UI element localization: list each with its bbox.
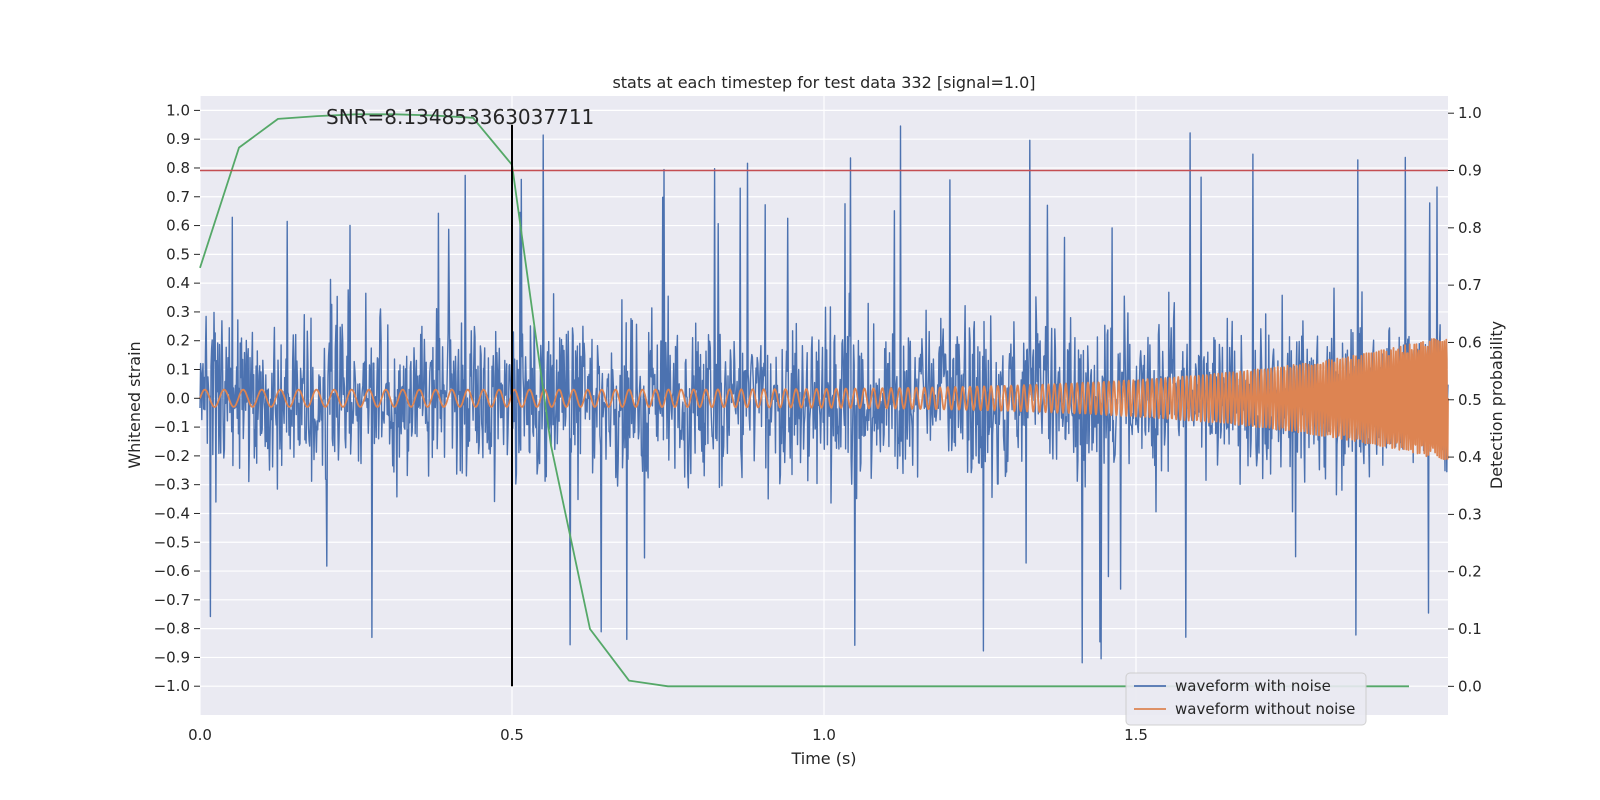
legend-label-clean: waveform without noise	[1175, 700, 1355, 718]
y-right-tick-label: 1.0	[1458, 104, 1482, 122]
y-tick-label: 0.3	[166, 303, 190, 321]
y-tick-label: −0.7	[154, 591, 190, 609]
y-right-axis-ticks: 1.0 0.9 0.8 0.7 0.6 0.5 0.4 0.3 0.2 0.1 0.0	[1448, 104, 1482, 695]
y-axis-label: Whitened strain	[125, 341, 144, 468]
y-tick-label: 0.1	[166, 361, 190, 379]
series-line	[199, 338, 1449, 461]
series-group	[199, 113, 1449, 688]
legend-box	[1125, 672, 1367, 726]
series-line	[199, 125, 1449, 664]
snr-annotation: SNR=8.134853363037711	[326, 105, 594, 129]
y-tick-label: −0.9	[154, 648, 190, 666]
y-tick-label: −0.2	[154, 447, 190, 465]
y-right-tick-label: 0.9	[1458, 162, 1482, 180]
y-tick-label: −0.4	[154, 504, 190, 522]
y-tick-label: 1.0	[166, 101, 190, 119]
x-tick-label: 1.0	[812, 726, 836, 744]
y-tick-label: 0.8	[166, 159, 190, 177]
y-tick-label: −0.8	[154, 620, 190, 638]
y-right-tick-label: 0.4	[1458, 448, 1482, 466]
x-tick-label: 1.5	[1124, 726, 1148, 744]
y-tick-label: −0.6	[154, 562, 190, 580]
y-tick-label: 0.2	[166, 332, 190, 350]
legend: waveform with noise waveform without noi…	[1125, 672, 1367, 726]
y-tick-label: 0.0	[166, 389, 190, 407]
y-tick-label: −0.1	[154, 418, 190, 436]
y-right-tick-label: 0.5	[1458, 391, 1482, 409]
y-right-axis-label: Detection probability	[1487, 321, 1506, 489]
y-right-tick-label: 0.7	[1458, 276, 1482, 294]
y-right-tick-label: 0.0	[1458, 677, 1482, 695]
y-right-tick-label: 0.6	[1458, 333, 1482, 351]
x-axis-label: Time (s)	[790, 749, 856, 768]
reference-lines	[200, 124, 1448, 687]
y-tick-label: 0.9	[166, 130, 190, 148]
y-right-tick-label: 0.3	[1458, 505, 1482, 523]
series-line	[199, 113, 1409, 688]
x-tick-label: 0.5	[500, 726, 524, 744]
y-axis-ticks: 1.0 0.9 0.8 0.7 0.6 0.5 0.4 0.3 0.2 0.1 0.0 −0.1 −0.…	[154, 101, 200, 695]
y-tick-label: −0.5	[154, 533, 190, 551]
legend-label-noise: waveform with noise	[1175, 677, 1331, 695]
y-right-tick-label: 0.2	[1458, 563, 1482, 581]
x-axis-ticks: 0.0 0.5 1.0 1.5	[188, 726, 1148, 744]
y-tick-label: 0.6	[166, 217, 190, 235]
y-tick-label: 0.4	[166, 274, 190, 292]
y-right-tick-label: 0.8	[1458, 219, 1482, 237]
x-tick-label: 0.0	[188, 726, 212, 744]
y-right-tick-label: 0.1	[1458, 620, 1482, 638]
y-tick-label: 0.5	[166, 245, 190, 263]
y-tick-label: −0.3	[154, 476, 190, 494]
chart-title: stats at each timestep for test data 332…	[612, 73, 1035, 92]
y-tick-label: 0.7	[166, 188, 190, 206]
y-tick-label: −1.0	[154, 677, 190, 695]
